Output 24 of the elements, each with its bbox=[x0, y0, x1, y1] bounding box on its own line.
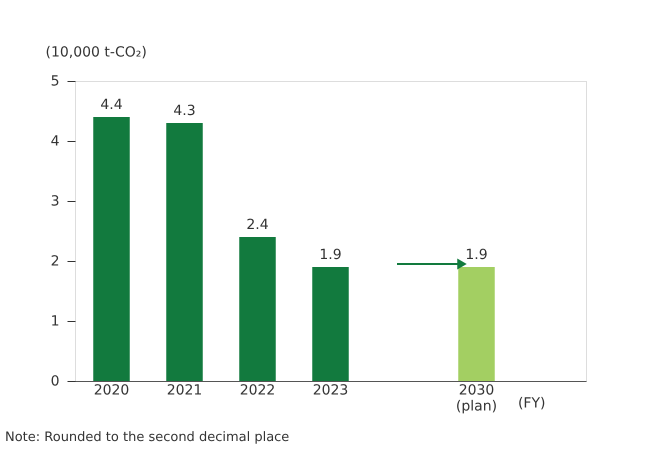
y-axis-title: (10,000 t-CO₂) bbox=[46, 44, 147, 60]
data-label: 2.4 bbox=[246, 217, 269, 233]
x-tick-label: 2020 bbox=[94, 382, 130, 398]
y-tick-label: 1 bbox=[50, 314, 60, 330]
text: Note: Rounded to the second decimal place bbox=[5, 430, 290, 445]
data-label: 1.9 bbox=[319, 247, 342, 263]
data-label: 4.3 bbox=[173, 103, 196, 119]
x-tick-label: 2022 bbox=[240, 382, 276, 398]
x-tick-label: 2030 (plan) bbox=[456, 382, 498, 414]
y-tick-label: 3 bbox=[50, 194, 60, 210]
bar bbox=[166, 123, 203, 381]
bar bbox=[93, 117, 130, 381]
data-label: 4.4 bbox=[100, 97, 123, 113]
x-axis-title: (FY) bbox=[518, 396, 546, 412]
y-tick-label: 0 bbox=[50, 374, 60, 390]
x-tick-label: 2023 bbox=[312, 382, 348, 398]
data-label: 1.9 bbox=[465, 247, 488, 263]
y-tick-label: 4 bbox=[50, 134, 60, 150]
bar bbox=[239, 237, 276, 381]
y-tick-label: 2 bbox=[50, 254, 60, 270]
bar bbox=[312, 267, 349, 381]
y-tick-label: 5 bbox=[50, 74, 60, 90]
x-tick-label: 2021 bbox=[166, 382, 202, 398]
bar bbox=[458, 267, 495, 381]
